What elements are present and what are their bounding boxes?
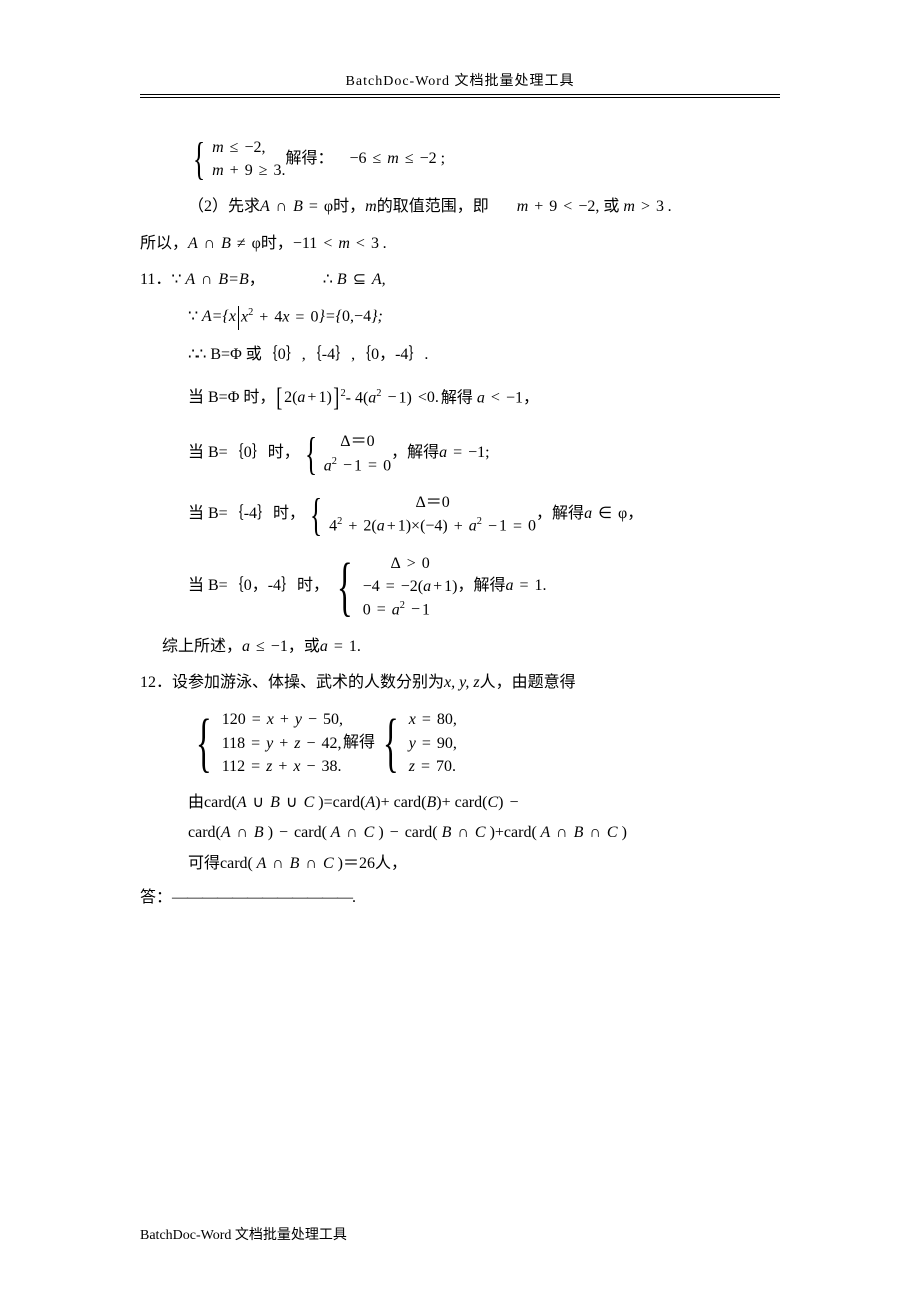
q12-vars: x, y, z (444, 672, 480, 694)
q12-right-l2: y = 90, (409, 732, 457, 755)
q12-left-l3: 112 = z + x − 38. (222, 755, 343, 778)
q12-num: 12． (140, 672, 172, 694)
q12-card1: 由 card(A ∪ B ∪ C )=card(A)+ card(B)+ car… (140, 792, 780, 814)
line-c: 所以， A ∩ B ≠ φ 时， −11 < m < 3 . (140, 233, 780, 255)
b-tail: m + 9 < −2, 或 m > 3 . (517, 196, 672, 218)
case-m4-l2: 42 + 2(a+1)×(−4) + a2 −1 = 0 (329, 514, 536, 538)
b-prefix: （2）先求 (188, 196, 260, 218)
case-phi-label: 当 B=Φ 时， (188, 387, 275, 409)
q12-right-l1: x = 80, (409, 708, 457, 731)
q11-case-phi: 当 B=Φ 时， [ 2(a+1) ] 2- 4(a2 −1) <0.解得 a … (140, 380, 780, 416)
q11-l3: ∴ ∴ B=Φ 或｛0｝,｛-4｝,｛0，-4｝. (140, 344, 780, 366)
case-0m4-l3: 0 = a2 −1 (363, 598, 458, 622)
q12-intro-b: 人，由题意得 (480, 672, 576, 694)
q11-l2: ∵ A={x x2 + 4x = 0 }={0,−4}; (140, 306, 780, 330)
q12-card2: card(A ∩ B ) − card( A ∩ C ) − card( B ∩… (140, 822, 780, 844)
case-0-l1: Δ＝0 (324, 430, 391, 453)
sys-a-line1: m ≤ −2, (212, 136, 285, 159)
b-var: m (365, 196, 377, 218)
q12-left-l2: 118 = y + z − 42, (222, 732, 343, 755)
case-0m4-l2: −4 = −2(a+1) (363, 575, 458, 598)
c-range: −11 < m < 3 . (293, 233, 387, 255)
q11-summary: 综上所述，a ≤ −1，或 a = 1 . (140, 636, 780, 658)
left-brace-icon: { (196, 715, 212, 771)
content: { m ≤ −2, m + 9 ≥ 3. 解得： −6 ≤ m ≤ −2 ; （… (140, 136, 780, 910)
q12-intro-a: 设参加游泳、体操、武术的人数分别为 (172, 672, 444, 694)
q11-l1a: ∵ A ∩ B=B， (171, 269, 264, 291)
q12-ans-line: ————————————. (172, 887, 355, 909)
case-phi-inner: 2(a+1) (284, 387, 332, 409)
left-brace-icon: { (310, 494, 322, 535)
sys-a-after: 解得： (285, 148, 333, 170)
c-cond: A ∩ B ≠ φ (188, 233, 261, 255)
case-0m4-label: 当 B=｛0，-4｝时， (188, 575, 329, 597)
q12-answer: 答： ————————————. (140, 887, 780, 909)
q11-l1b: ∴ B ⊆ A, (323, 269, 386, 291)
header-rule-1 (140, 94, 780, 95)
q12-ans-label: 答： (140, 887, 172, 909)
case-0-l2: a2 −1 = 0 (324, 454, 391, 478)
line-b: （2）先求 A ∩ B = φ 时， m 的取值范围，即 m + 9 < −2,… (140, 196, 780, 218)
q11-case-m4: 当 B=｛-4｝时， { Δ＝0 42 + 2(a+1)×(−4) + a2 −… (140, 491, 780, 538)
b-mid1: 时， (333, 196, 365, 218)
b-mid2: 的取值范围，即 (377, 196, 489, 218)
sys-a-line2: m + 9 ≥ 3. (212, 159, 285, 182)
case-m4-label: 当 B=｛-4｝时， (188, 503, 305, 525)
set-bar-icon (238, 306, 239, 330)
q12-left-l1: 120 = x + y − 50, (222, 708, 343, 731)
q12-right-l3: z = 70. (409, 755, 457, 778)
q11-l2-expr: x2 + 4x = 0 (241, 306, 318, 329)
case-m4-l1: Δ＝0 (329, 491, 536, 514)
page-header: BatchDoc-Word 文档批量处理工具 (140, 70, 780, 94)
left-brace-icon: { (337, 559, 353, 615)
q11-case-0m4: 当 B=｛0，-4｝时， { Δ > 0 −4 = −2(a+1) 0 = a2… (140, 552, 780, 622)
case-0m4-l1: Δ > 0 (363, 552, 458, 575)
q12-intro: 12． 设参加游泳、体操、武术的人数分别为 x, y, z 人，由题意得 (140, 672, 780, 694)
page-footer: BatchDoc-Word 文档批量处理工具 (140, 1224, 347, 1244)
q11-l1: 11． ∵ A ∩ B=B， ∴ B ⊆ A, (140, 269, 780, 291)
case-0-label: 当 B=｛0｝时， (188, 442, 300, 464)
q11-l3-text: ∴ B=Φ 或｛0｝,｛-4｝,｛0，-4｝. (196, 344, 428, 366)
q11-case-0: 当 B=｛0｝时， { Δ＝0 a2 −1 = 0 ，解得 a = −1; (140, 430, 780, 477)
q12-mid: 解得 (343, 732, 375, 754)
left-brace-icon: { (383, 715, 399, 771)
b-cond: A ∩ B = φ (260, 196, 333, 218)
left-brace-icon: { (305, 433, 317, 474)
q12-card3: 可得 card( A ∩ B ∩ C )＝26 人， (140, 853, 780, 875)
left-brace-icon: { (193, 138, 205, 179)
c-prefix: 所以， (140, 233, 188, 255)
q11-num: 11． (140, 269, 171, 291)
q12-systems: { 120 = x + y − 50, 118 = y + z − 42, 11… (140, 708, 780, 778)
sys-a-result: −6 ≤ m ≤ −2 ; (349, 148, 445, 170)
header-rule-2 (140, 97, 780, 98)
sys-a: { m ≤ −2, m + 9 ≥ 3. 解得： −6 ≤ m ≤ −2 ; (140, 136, 780, 182)
c-mid: 时， (261, 233, 293, 255)
